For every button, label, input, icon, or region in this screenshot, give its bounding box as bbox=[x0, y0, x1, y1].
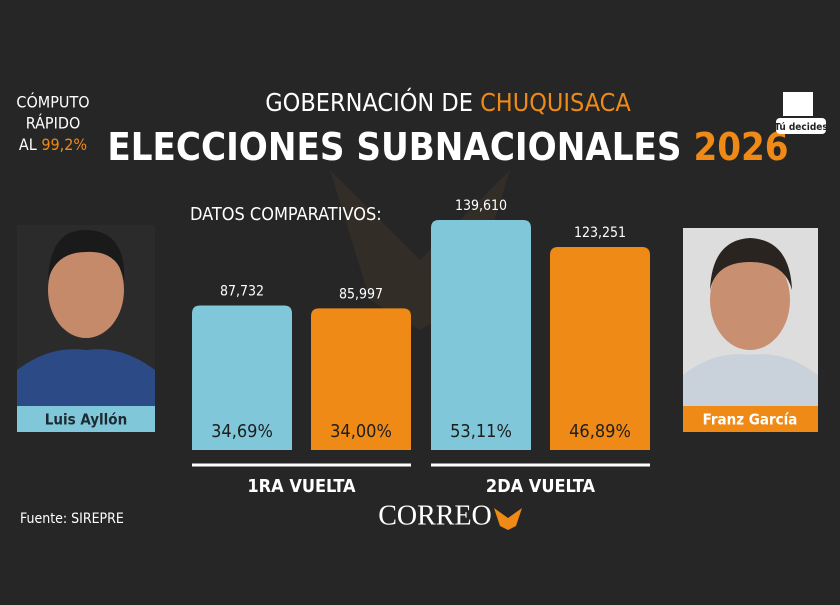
candidate-name: Luis Ayllón bbox=[45, 411, 127, 429]
value-label: 123,251 bbox=[574, 225, 626, 241]
quick-count-prefix: AL bbox=[19, 135, 37, 154]
quick-count-value: 99,2% bbox=[41, 135, 87, 154]
name-box bbox=[17, 406, 155, 432]
chart-title: DATOS COMPARATIVOS: bbox=[190, 204, 382, 225]
photo-hair bbox=[48, 229, 125, 280]
value-label: 139,610 bbox=[455, 198, 507, 214]
source: Fuente: SIREPRE bbox=[20, 511, 124, 527]
brand-badge bbox=[776, 118, 826, 134]
candidate-left: Luis Ayllón bbox=[17, 225, 155, 432]
candidate-right: Franz García bbox=[683, 228, 818, 432]
subtitle-text: GOBERNACIÓN DE bbox=[265, 87, 473, 117]
title-year: 2026 bbox=[693, 125, 788, 169]
bar bbox=[431, 220, 531, 450]
quick-count-line: RÁPIDO bbox=[26, 114, 81, 133]
title: ELECCIONES SUBNACIONALES 2026 bbox=[107, 125, 788, 169]
share-label: 34,00% bbox=[330, 421, 392, 442]
share-label: 34,69% bbox=[211, 421, 273, 442]
subtitle: GOBERNACIÓN DE CHUQUISACA bbox=[265, 87, 631, 117]
photo-body bbox=[17, 349, 155, 406]
footer-logo: CORREO bbox=[378, 500, 492, 531]
name-box bbox=[683, 406, 818, 432]
share-label: 53,11% bbox=[450, 421, 512, 442]
photo-hair bbox=[710, 238, 792, 290]
quick-count: CÓMPUTO RÁPIDO AL 99,2% bbox=[16, 93, 89, 154]
subtitle-highlight: CHUQUISACA bbox=[480, 88, 631, 117]
photo-face bbox=[710, 250, 790, 350]
photo-body bbox=[683, 354, 818, 406]
bar bbox=[550, 246, 650, 450]
ballot-box bbox=[783, 92, 813, 116]
bar bbox=[311, 308, 411, 450]
value-label: 85,997 bbox=[339, 286, 383, 302]
quick-count-line: AL 99,2% bbox=[19, 135, 87, 154]
brand-text: Tú decides bbox=[774, 121, 827, 133]
photo-face bbox=[48, 242, 124, 338]
candidate-name: Franz García bbox=[703, 411, 798, 429]
bars: 87,732 34,69% 85,997 34,00% 1RA VUELTA 139,61… bbox=[192, 198, 650, 497]
group-label: 1RA VUELTA bbox=[247, 476, 356, 497]
quick-count-line: CÓMPUTO bbox=[16, 93, 89, 112]
bar bbox=[192, 305, 292, 450]
share-label: 46,89% bbox=[569, 421, 631, 442]
value-label: 87,732 bbox=[220, 283, 264, 299]
title-text: ELECCIONES SUBNACIONALES bbox=[107, 125, 681, 169]
footer-logo-mark bbox=[494, 508, 522, 530]
group-label: 2DA VUELTA bbox=[486, 476, 596, 497]
brand-logo: Tú decides bbox=[774, 92, 828, 134]
